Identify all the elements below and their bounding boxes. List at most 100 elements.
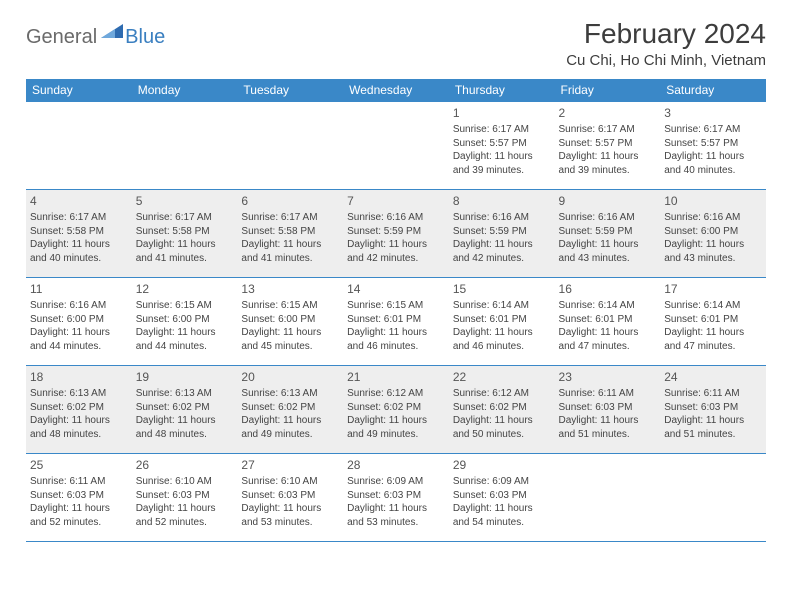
- daylight-text: Daylight: 11 hours and 44 minutes.: [30, 326, 128, 353]
- day-cell: 10Sunrise: 6:16 AMSunset: 6:00 PMDayligh…: [660, 190, 766, 278]
- sunrise-text: Sunrise: 6:17 AM: [136, 211, 234, 225]
- daylight-text: Daylight: 11 hours and 53 minutes.: [241, 502, 339, 529]
- day-cell: 13Sunrise: 6:15 AMSunset: 6:00 PMDayligh…: [237, 278, 343, 366]
- sunrise-text: Sunrise: 6:13 AM: [136, 387, 234, 401]
- sunrise-text: Sunrise: 6:17 AM: [664, 123, 762, 137]
- daylight-text: Daylight: 11 hours and 40 minutes.: [664, 150, 762, 177]
- week-row: 18Sunrise: 6:13 AMSunset: 6:02 PMDayligh…: [26, 366, 766, 454]
- day-number: 21: [347, 369, 445, 385]
- day-cell: 3 Sunrise: 6:17 AMSunset: 5:57 PMDaylight…: [660, 102, 766, 190]
- sunset-text: Sunset: 6:03 PM: [241, 489, 339, 503]
- day-number: 11: [30, 281, 128, 297]
- daylight-text: Daylight: 11 hours and 45 minutes.: [241, 326, 339, 353]
- day-number: 6: [241, 193, 339, 209]
- daylight-text: Daylight: 11 hours and 41 minutes.: [136, 238, 234, 265]
- day-number: 17: [664, 281, 762, 297]
- sunrise-text: Sunrise: 6:16 AM: [453, 211, 551, 225]
- day-cell: 22Sunrise: 6:12 AMSunset: 6:02 PMDayligh…: [449, 366, 555, 454]
- day-header-row: SundayMondayTuesdayWednesdayThursdayFrid…: [26, 79, 766, 102]
- day-number: 26: [136, 457, 234, 473]
- day-header: Saturday: [660, 79, 766, 102]
- sunset-text: Sunset: 6:00 PM: [241, 313, 339, 327]
- sunset-text: Sunset: 5:59 PM: [559, 225, 657, 239]
- day-number: 20: [241, 369, 339, 385]
- day-cell: 9Sunrise: 6:16 AMSunset: 5:59 PMDaylight…: [555, 190, 661, 278]
- sunset-text: Sunset: 6:03 PM: [30, 489, 128, 503]
- day-cell: 4 Sunrise: 6:17 AMSunset: 5:58 PMDaylight…: [26, 190, 132, 278]
- daylight-text: Daylight: 11 hours and 39 minutes.: [559, 150, 657, 177]
- day-header: Friday: [555, 79, 661, 102]
- daylight-text: Daylight: 11 hours and 44 minutes.: [136, 326, 234, 353]
- daylight-text: Daylight: 11 hours and 39 minutes.: [453, 150, 551, 177]
- day-cell: 20Sunrise: 6:13 AMSunset: 6:02 PMDayligh…: [237, 366, 343, 454]
- day-header: Monday: [132, 79, 238, 102]
- sunset-text: Sunset: 6:03 PM: [559, 401, 657, 415]
- sunrise-text: Sunrise: 6:17 AM: [453, 123, 551, 137]
- sunset-text: Sunset: 6:02 PM: [347, 401, 445, 415]
- daylight-text: Daylight: 11 hours and 43 minutes.: [664, 238, 762, 265]
- logo: General Blue: [26, 18, 165, 51]
- sunrise-text: Sunrise: 6:12 AM: [347, 387, 445, 401]
- daylight-text: Daylight: 11 hours and 54 minutes.: [453, 502, 551, 529]
- day-cell: [660, 454, 766, 542]
- sunset-text: Sunset: 6:02 PM: [136, 401, 234, 415]
- sunrise-text: Sunrise: 6:15 AM: [347, 299, 445, 313]
- title-block: February 2024 Cu Chi, Ho Chi Minh, Vietn…: [566, 18, 766, 69]
- day-header: Tuesday: [237, 79, 343, 102]
- day-number: 1: [453, 105, 551, 121]
- day-cell: 19Sunrise: 6:13 AMSunset: 6:02 PMDayligh…: [132, 366, 238, 454]
- day-number: 9: [559, 193, 657, 209]
- daylight-text: Daylight: 11 hours and 40 minutes.: [30, 238, 128, 265]
- day-cell: 2Sunrise: 6:17 AMSunset: 5:57 PMDaylight…: [555, 102, 661, 190]
- day-number: 22: [453, 369, 551, 385]
- day-cell: 1Sunrise: 6:17 AMSunset: 5:57 PMDaylight…: [449, 102, 555, 190]
- daylight-text: Daylight: 11 hours and 52 minutes.: [136, 502, 234, 529]
- sunrise-text: Sunrise: 6:13 AM: [241, 387, 339, 401]
- day-header: Wednesday: [343, 79, 449, 102]
- sunrise-text: Sunrise: 6:14 AM: [664, 299, 762, 313]
- day-number: 23: [559, 369, 657, 385]
- sunset-text: Sunset: 6:02 PM: [453, 401, 551, 415]
- day-number: 14: [347, 281, 445, 297]
- day-cell: 27Sunrise: 6:10 AMSunset: 6:03 PMDayligh…: [237, 454, 343, 542]
- sunrise-text: Sunrise: 6:17 AM: [30, 211, 128, 225]
- day-cell: [343, 102, 449, 190]
- day-number: 4: [30, 193, 128, 209]
- day-cell: 6Sunrise: 6:17 AMSunset: 5:58 PMDaylight…: [237, 190, 343, 278]
- day-cell: 28Sunrise: 6:09 AMSunset: 6:03 PMDayligh…: [343, 454, 449, 542]
- sunset-text: Sunset: 5:58 PM: [241, 225, 339, 239]
- sunset-text: Sunset: 5:57 PM: [664, 137, 762, 151]
- week-row: 11Sunrise: 6:16 AMSunset: 6:00 PMDayligh…: [26, 278, 766, 366]
- sunset-text: Sunset: 5:57 PM: [559, 137, 657, 151]
- daylight-text: Daylight: 11 hours and 53 minutes.: [347, 502, 445, 529]
- day-number: 27: [241, 457, 339, 473]
- daylight-text: Daylight: 11 hours and 42 minutes.: [453, 238, 551, 265]
- sunset-text: Sunset: 6:00 PM: [664, 225, 762, 239]
- day-number: 29: [453, 457, 551, 473]
- day-number: 25: [30, 457, 128, 473]
- day-number: 3: [664, 105, 762, 121]
- sunrise-text: Sunrise: 6:11 AM: [664, 387, 762, 401]
- day-cell: 16Sunrise: 6:14 AMSunset: 6:01 PMDayligh…: [555, 278, 661, 366]
- day-cell: [26, 102, 132, 190]
- logo-text-blue: Blue: [125, 26, 165, 49]
- week-row: 25Sunrise: 6:11 AMSunset: 6:03 PMDayligh…: [26, 454, 766, 542]
- daylight-text: Daylight: 11 hours and 49 minutes.: [241, 414, 339, 441]
- page-title: February 2024: [566, 18, 766, 50]
- sunrise-text: Sunrise: 6:17 AM: [559, 123, 657, 137]
- daylight-text: Daylight: 11 hours and 52 minutes.: [30, 502, 128, 529]
- sunrise-text: Sunrise: 6:14 AM: [559, 299, 657, 313]
- sunrise-text: Sunrise: 6:14 AM: [453, 299, 551, 313]
- sunrise-text: Sunrise: 6:09 AM: [453, 475, 551, 489]
- day-cell: 21Sunrise: 6:12 AMSunset: 6:02 PMDayligh…: [343, 366, 449, 454]
- sunset-text: Sunset: 6:01 PM: [559, 313, 657, 327]
- sunset-text: Sunset: 6:03 PM: [664, 401, 762, 415]
- day-number: 18: [30, 369, 128, 385]
- logo-triangle-icon: [101, 24, 123, 43]
- sunset-text: Sunset: 6:01 PM: [453, 313, 551, 327]
- calendar-table: SundayMondayTuesdayWednesdayThursdayFrid…: [26, 79, 766, 542]
- sunset-text: Sunset: 5:58 PM: [30, 225, 128, 239]
- day-number: 7: [347, 193, 445, 209]
- daylight-text: Daylight: 11 hours and 48 minutes.: [30, 414, 128, 441]
- week-row: 4Sunrise: 6:17 AMSunset: 5:58 PMDaylight…: [26, 190, 766, 278]
